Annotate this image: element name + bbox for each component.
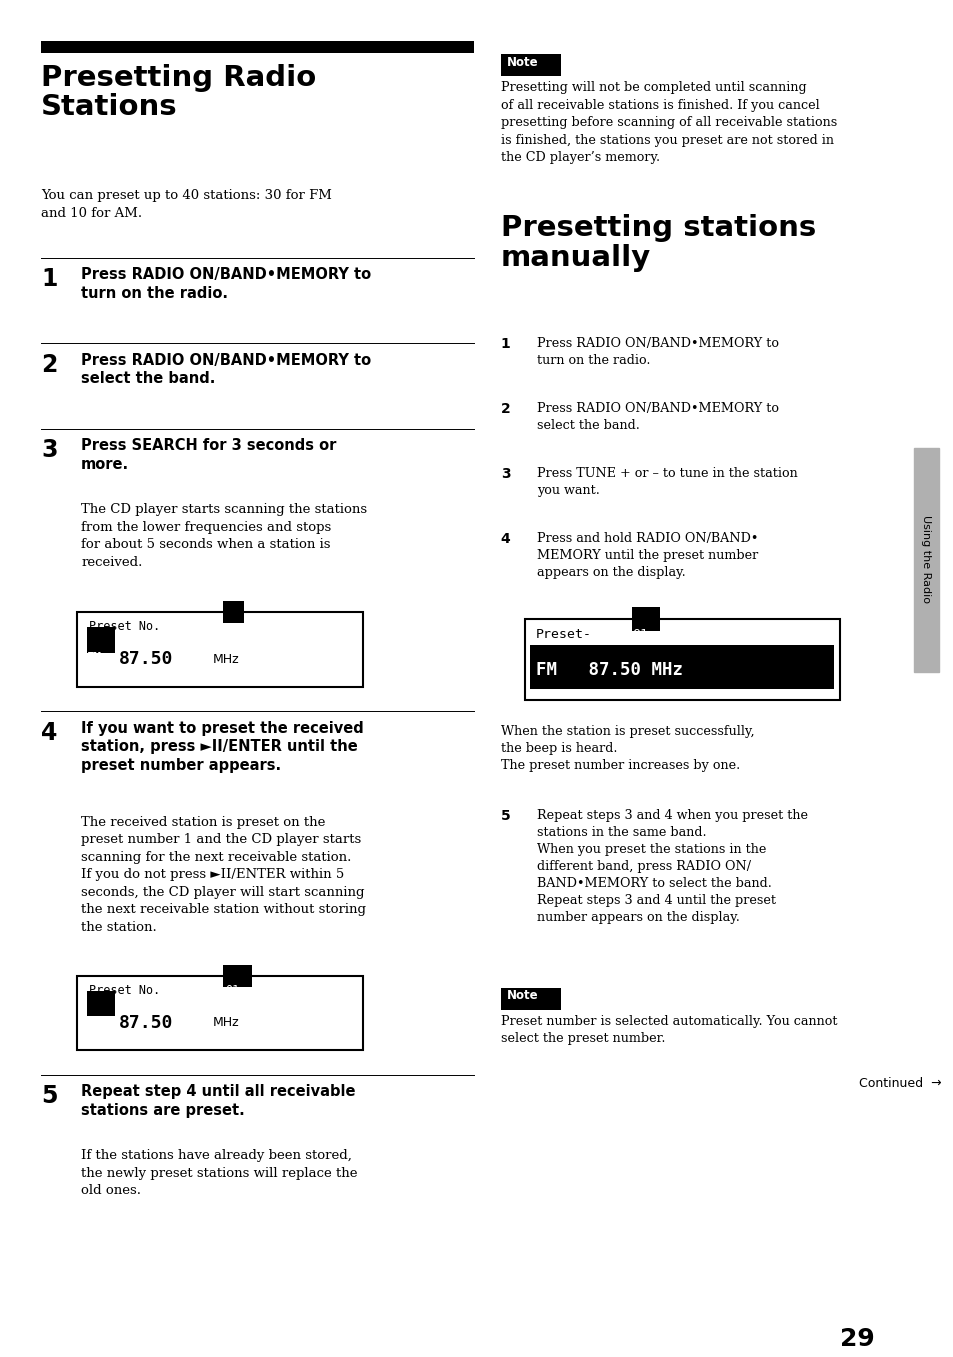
Text: Preset number is selected automatically. You cannot
select the preset number.: Preset number is selected automatically.… bbox=[500, 1015, 837, 1045]
Text: MHz: MHz bbox=[213, 1016, 239, 1030]
Bar bbox=[223, 965, 252, 987]
Text: Presetting stations
manually: Presetting stations manually bbox=[500, 214, 815, 271]
Text: Continued  →: Continued → bbox=[858, 1077, 941, 1091]
Text: Presetting Radio
Stations: Presetting Radio Stations bbox=[41, 64, 316, 121]
Text: FM: FM bbox=[87, 651, 102, 665]
Text: Preset No.: Preset No. bbox=[89, 620, 160, 634]
Text: When the station is preset successfully,
the beep is heard.
The preset number in: When the station is preset successfully,… bbox=[500, 725, 754, 772]
Text: Note: Note bbox=[506, 56, 537, 69]
Text: 1: 1 bbox=[500, 337, 510, 350]
Text: Note: Note bbox=[506, 989, 537, 1003]
Bar bbox=[223, 601, 244, 623]
Text: 2: 2 bbox=[500, 402, 510, 415]
Bar bbox=[77, 976, 363, 1050]
Text: FM   87.50 MHz: FM 87.50 MHz bbox=[536, 661, 682, 678]
Text: 2: 2 bbox=[41, 353, 57, 377]
Text: You can preset up to 40 stations: 30 for FM
and 10 for AM.: You can preset up to 40 stations: 30 for… bbox=[41, 189, 332, 220]
Text: 1: 1 bbox=[41, 267, 57, 292]
Bar bbox=[87, 627, 115, 653]
Text: 87.50: 87.50 bbox=[119, 650, 173, 668]
Bar bbox=[530, 645, 833, 689]
Text: Press RADIO ON/BAND•MEMORY to
select the band.: Press RADIO ON/BAND•MEMORY to select the… bbox=[537, 402, 779, 432]
Bar bbox=[77, 612, 363, 687]
Text: 29: 29 bbox=[839, 1327, 873, 1352]
Text: 87.50: 87.50 bbox=[119, 1014, 173, 1031]
Text: Repeat steps 3 and 4 when you preset the
stations in the same band.
When you pre: Repeat steps 3 and 4 when you preset the… bbox=[537, 809, 807, 924]
Text: 3: 3 bbox=[500, 467, 510, 480]
Text: If you want to preset the received
station, press ►II/ENTER until the
preset num: If you want to preset the received stati… bbox=[81, 721, 363, 772]
Text: Using the Radio: Using the Radio bbox=[921, 516, 930, 603]
Text: MHz: MHz bbox=[213, 653, 239, 666]
Text: Press SEARCH for 3 seconds or
more.: Press SEARCH for 3 seconds or more. bbox=[81, 438, 336, 472]
Text: Press RADIO ON/BAND•MEMORY to
turn on the radio.: Press RADIO ON/BAND•MEMORY to turn on th… bbox=[81, 267, 371, 301]
Text: Press RADIO ON/BAND•MEMORY to
select the band.: Press RADIO ON/BAND•MEMORY to select the… bbox=[81, 353, 371, 387]
Text: 5: 5 bbox=[41, 1084, 57, 1109]
Text: Preset No.: Preset No. bbox=[89, 984, 160, 997]
Text: FM: FM bbox=[87, 1015, 102, 1029]
Text: The received station is preset on the
preset number 1 and the CD player starts
s: The received station is preset on the pr… bbox=[81, 816, 366, 934]
Text: 4: 4 bbox=[500, 532, 510, 546]
Text: Press RADIO ON/BAND•MEMORY to
turn on the radio.: Press RADIO ON/BAND•MEMORY to turn on th… bbox=[537, 337, 779, 366]
Text: If the stations have already been stored,
the newly preset stations will replace: If the stations have already been stored… bbox=[81, 1149, 357, 1197]
Text: 3: 3 bbox=[41, 438, 57, 463]
Text: 5: 5 bbox=[500, 809, 510, 822]
Text: Press and hold RADIO ON/BAND•
MEMORY until the preset number
appears on the disp: Press and hold RADIO ON/BAND• MEMORY unt… bbox=[537, 532, 758, 579]
Bar bbox=[631, 607, 659, 631]
Text: Preset-: Preset- bbox=[536, 628, 592, 642]
Text: Presetting will not be completed until scanning
of all receivable stations is fi: Presetting will not be completed until s… bbox=[500, 81, 836, 164]
Text: 4: 4 bbox=[41, 721, 57, 745]
Text: 01: 01 bbox=[225, 984, 239, 997]
Text: Repeat step 4 until all receivable
stations are preset.: Repeat step 4 until all receivable stati… bbox=[81, 1084, 355, 1118]
Bar bbox=[41, 41, 474, 53]
Text: 01: 01 bbox=[632, 628, 648, 642]
Bar bbox=[500, 988, 560, 1010]
Bar bbox=[524, 619, 839, 700]
Text: Press TUNE + or – to tune in the station
you want.: Press TUNE + or – to tune in the station… bbox=[537, 467, 797, 497]
Bar bbox=[913, 448, 938, 672]
Bar bbox=[87, 991, 115, 1016]
Text: The CD player starts scanning the stations
from the lower frequencies and stops
: The CD player starts scanning the statio… bbox=[81, 503, 367, 569]
Bar bbox=[500, 54, 560, 76]
